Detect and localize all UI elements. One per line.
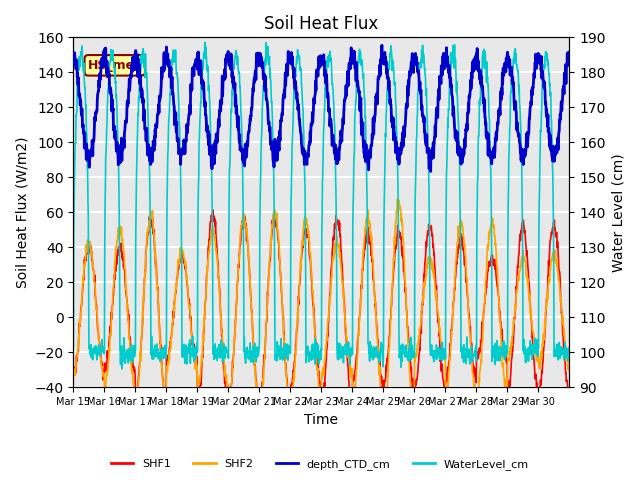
depth_CTD_cm: [565, 60, 573, 65]
WaterLevel_cm: [308, 352, 316, 358]
SHF2: [308, 273, 316, 278]
SHF2: [394, 196, 401, 202]
depth_CTD_cm: [70, 56, 77, 62]
Line: WaterLevel_cm: WaterLevel_cm: [74, 42, 569, 369]
WaterLevel_cm: [201, 39, 209, 45]
WaterLevel_cm: [438, 339, 446, 345]
depth_CTD_cm: [438, 72, 446, 78]
SHF1: [308, 288, 316, 294]
WaterLevel_cm: [118, 366, 126, 372]
WaterLevel_cm: [559, 350, 567, 356]
depth_CTD_cm: [559, 91, 567, 96]
SHF2: [559, 321, 567, 326]
Title: Soil Heat Flux: Soil Heat Flux: [264, 15, 378, 33]
WaterLevel_cm: [511, 51, 519, 57]
depth_CTD_cm: [378, 42, 386, 48]
SHF2: [299, 239, 307, 244]
depth_CTD_cm: [299, 151, 307, 156]
SHF1: [438, 368, 446, 373]
SHF1: [209, 207, 217, 213]
WaterLevel_cm: [147, 352, 155, 358]
SHF2: [438, 343, 446, 348]
SHF2: [380, 420, 388, 425]
depth_CTD_cm: [511, 98, 519, 104]
SHF2: [511, 308, 519, 313]
SHF2: [147, 212, 155, 218]
SHF1: [511, 310, 519, 315]
SHF1: [348, 409, 356, 415]
SHF1: [299, 240, 307, 246]
Line: SHF1: SHF1: [74, 210, 569, 412]
WaterLevel_cm: [70, 344, 77, 349]
Y-axis label: Water Level (cm): Water Level (cm): [611, 153, 625, 272]
SHF1: [559, 338, 567, 344]
SHF1: [565, 388, 573, 394]
X-axis label: Time: Time: [304, 413, 339, 427]
WaterLevel_cm: [565, 358, 573, 363]
SHF1: [147, 213, 155, 218]
depth_CTD_cm: [427, 168, 435, 174]
SHF2: [70, 372, 77, 378]
Line: depth_CTD_cm: depth_CTD_cm: [74, 45, 569, 171]
Legend: SHF1, SHF2, depth_CTD_cm, WaterLevel_cm: SHF1, SHF2, depth_CTD_cm, WaterLevel_cm: [107, 455, 533, 474]
SHF2: [565, 359, 573, 364]
WaterLevel_cm: [300, 107, 307, 112]
Line: SHF2: SHF2: [74, 199, 569, 422]
depth_CTD_cm: [147, 145, 155, 151]
SHF1: [70, 373, 77, 379]
Y-axis label: Soil Heat Flux (W/m2): Soil Heat Flux (W/m2): [15, 137, 29, 288]
depth_CTD_cm: [308, 122, 316, 128]
Text: HS_met: HS_met: [88, 59, 141, 72]
